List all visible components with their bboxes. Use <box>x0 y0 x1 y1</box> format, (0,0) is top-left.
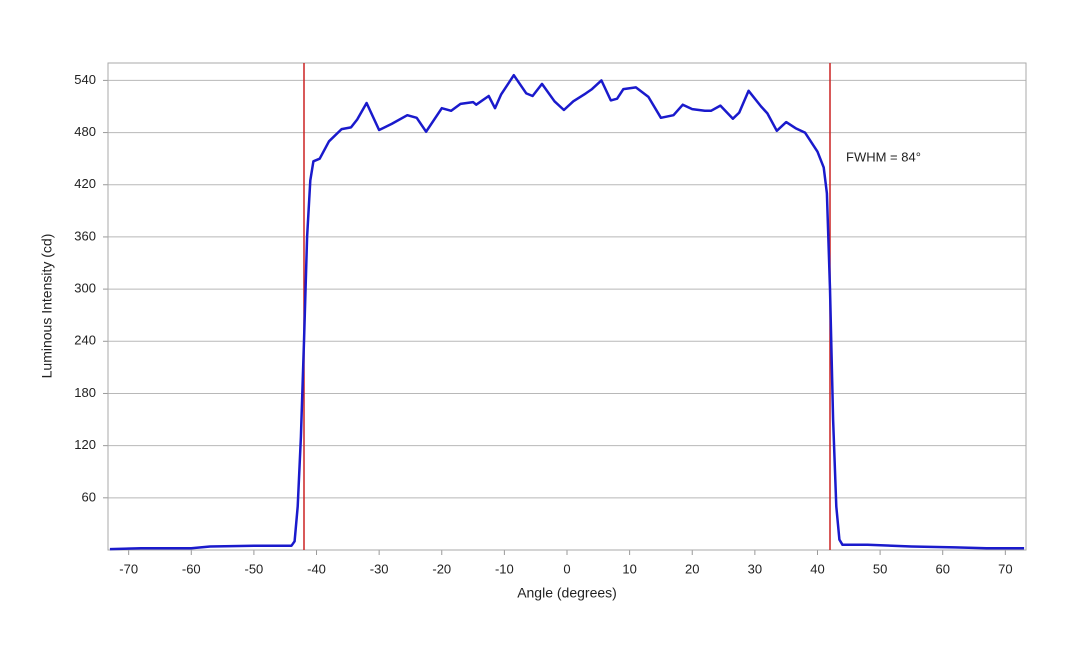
y-axis-label: Luminous Intensity (cd) <box>39 234 55 379</box>
x-tick-label: -40 <box>307 561 326 576</box>
x-tick-label: 0 <box>563 561 570 576</box>
y-tick-label: 60 <box>82 489 96 504</box>
x-tick-label: 60 <box>935 561 949 576</box>
x-tick-label: 20 <box>685 561 699 576</box>
y-tick-label: 300 <box>74 281 96 296</box>
y-tick-label: 120 <box>74 437 96 452</box>
y-tick-label: 540 <box>74 72 96 87</box>
y-tick-label: 420 <box>74 176 96 191</box>
x-tick-label: -60 <box>182 561 201 576</box>
y-tick-label: 180 <box>74 385 96 400</box>
plot-frame <box>107 62 1027 551</box>
y-tick-label: 480 <box>74 124 96 139</box>
data-line <box>109 73 1025 551</box>
x-tick-label: 40 <box>810 561 824 576</box>
y-tick-label: 360 <box>74 228 96 243</box>
annotation: FWHM = 84° <box>846 149 921 164</box>
x-tick-label: 70 <box>998 561 1012 576</box>
x-tick-label: -50 <box>245 561 264 576</box>
x-tick-label: -20 <box>432 561 451 576</box>
x-tick-label: 30 <box>748 561 762 576</box>
x-tick-label: -30 <box>370 561 389 576</box>
x-tick-label: -70 <box>119 561 138 576</box>
x-tick-label: -10 <box>495 561 514 576</box>
x-axis-label: Angle (degrees) <box>517 585 617 601</box>
y-tick-label: 240 <box>74 333 96 348</box>
x-tick-label: 50 <box>873 561 887 576</box>
x-tick-label: 10 <box>622 561 636 576</box>
